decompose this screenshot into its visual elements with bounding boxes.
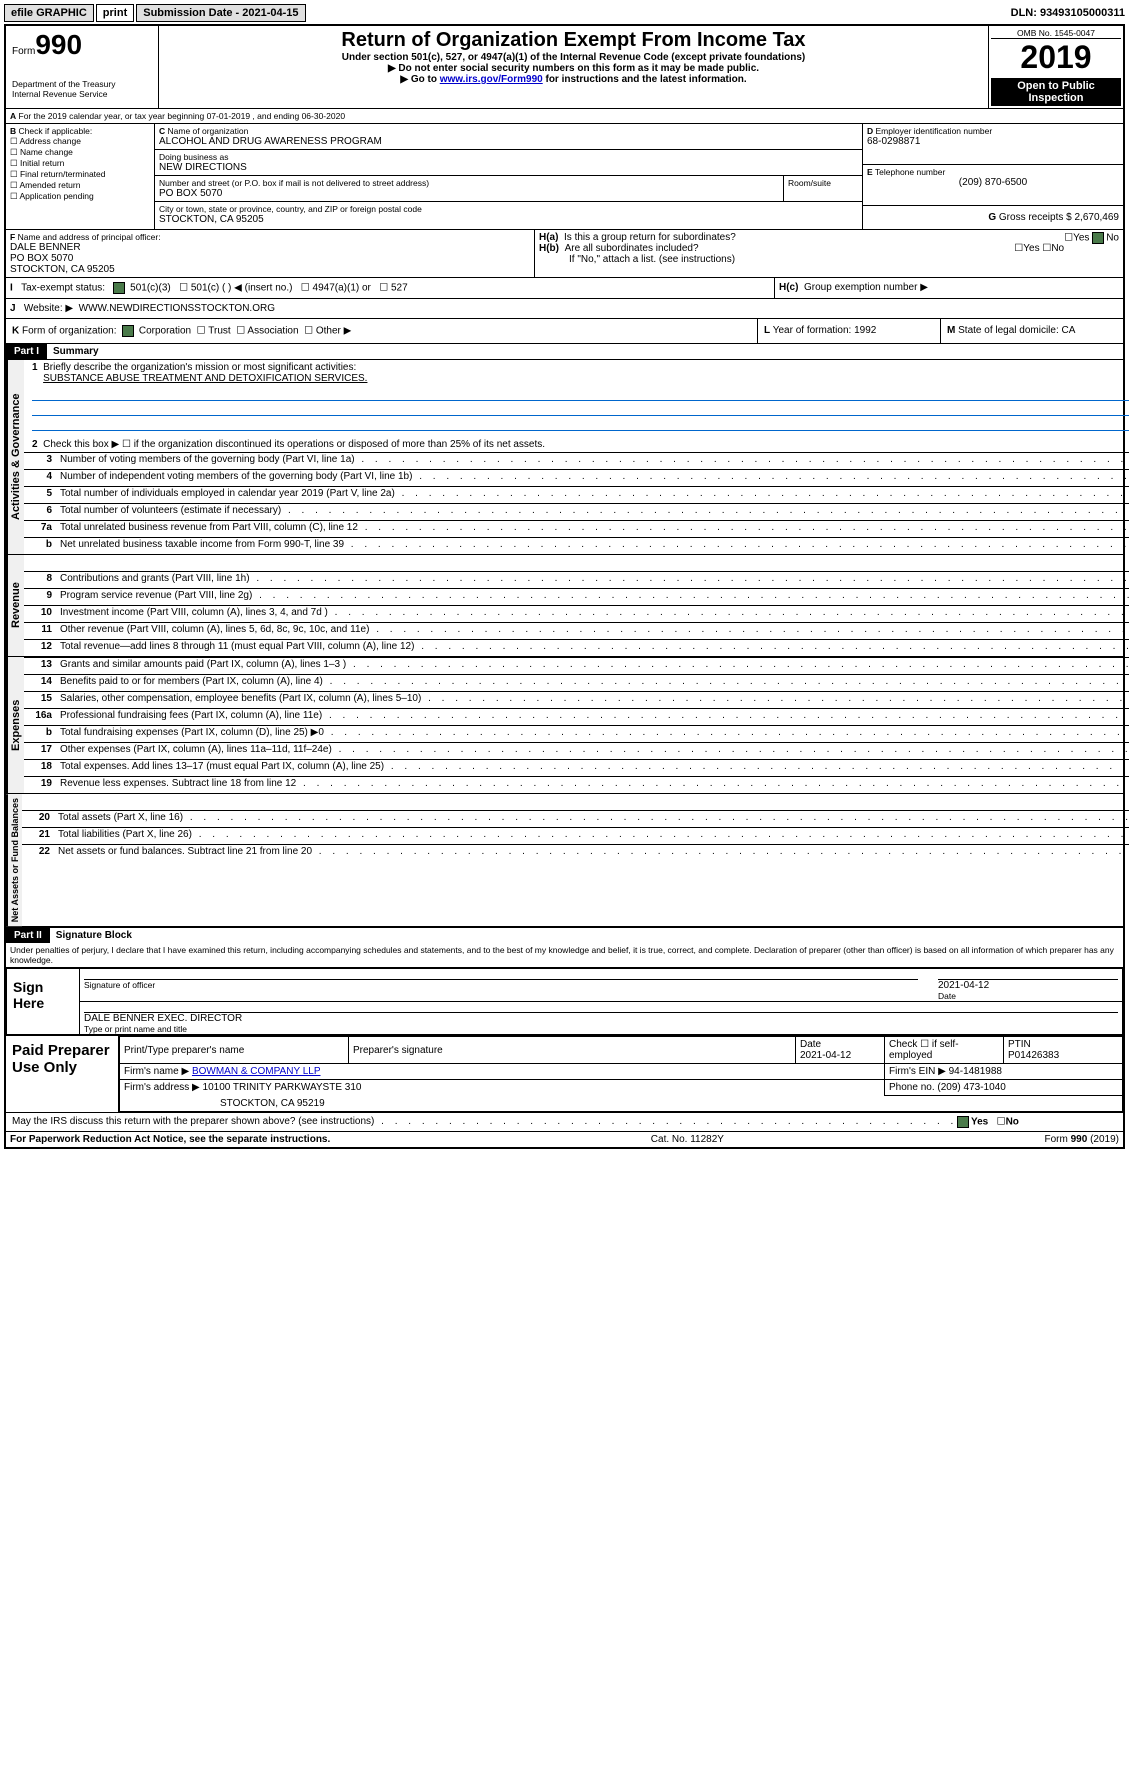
mission: SUBSTANCE ABUSE TREATMENT AND DETOXIFICA… <box>43 373 367 384</box>
street: PO BOX 5070 <box>159 188 779 199</box>
firm-phone: (209) 473-1040 <box>937 1082 1005 1093</box>
declaration: Under penalties of perjury, I declare th… <box>6 943 1123 967</box>
phone: (209) 870-6500 <box>867 177 1119 188</box>
dept-treasury: Department of the TreasuryInternal Reven… <box>12 79 152 99</box>
form-container: Form990 Department of the TreasuryIntern… <box>4 24 1125 1149</box>
tab-revenue: Revenue <box>6 555 24 656</box>
dln: DLN: 93493105000311 <box>1011 7 1125 19</box>
subtitle-2: ▶ Do not enter social security numbers o… <box>165 63 982 74</box>
website: WWW.NEWDIRECTIONSSTOCKTON.ORG <box>79 303 275 314</box>
ein: 68-0298871 <box>867 136 1119 147</box>
subtitle-3: ▶ Go to www.irs.gov/Form990 for instruct… <box>165 74 982 85</box>
firm-ein: 94-1481988 <box>949 1066 1002 1077</box>
submission-date: Submission Date - 2021-04-15 <box>136 4 305 22</box>
tax-year: 2019 <box>991 39 1121 76</box>
tab-expenses: Expenses <box>6 657 24 793</box>
b-opt-3[interactable]: ☐ Final return/terminated <box>10 169 150 180</box>
form-number: 990 <box>35 29 82 60</box>
toolbar: efile GRAPHIC print Submission Date - 20… <box>4 4 1125 22</box>
efile-button[interactable]: efile GRAPHIC <box>4 4 94 22</box>
tab-netassets: Net Assets or Fund Balances <box>6 794 22 926</box>
b-label: Check if applicable: <box>19 126 93 136</box>
sign-here: Sign Here <box>7 969 80 1034</box>
open-public: Open to Public Inspection <box>991 78 1121 106</box>
b-opt-5[interactable]: ☐ Application pending <box>10 191 150 202</box>
b-opt-1[interactable]: ☐ Name change <box>10 147 150 158</box>
print-button[interactable]: print <box>96 4 134 22</box>
gross-receipts: 2,670,469 <box>1075 212 1120 223</box>
tab-activities: Activities & Governance <box>6 360 24 554</box>
form-title: Return of Organization Exempt From Incom… <box>165 29 982 52</box>
subtitle-1: Under section 501(c), 527, or 4947(a)(1)… <box>165 52 982 63</box>
firm-link[interactable]: BOWMAN & COMPANY LLP <box>192 1066 321 1077</box>
org-name: ALCOHOL AND DRUG AWARENESS PROGRAM <box>159 136 858 147</box>
line-a: For the 2019 calendar year, or tax year … <box>19 111 346 121</box>
officer-sig-name: DALE BENNER EXEC. DIRECTOR <box>84 1013 1118 1024</box>
ptin: P01426383 <box>1008 1050 1059 1061</box>
omb: OMB No. 1545-0047 <box>991 28 1121 39</box>
b-opt-2[interactable]: ☐ Initial return <box>10 158 150 169</box>
form-label: Form <box>12 46 35 57</box>
dba: NEW DIRECTIONS <box>159 162 858 173</box>
b-opt-0[interactable]: ☐ Address change <box>10 136 150 147</box>
irs-link[interactable]: www.irs.gov/Form990 <box>440 74 543 85</box>
part1-header: Part I <box>6 344 47 359</box>
paid-preparer: Paid Preparer Use Only <box>6 1036 119 1112</box>
domicile: CA <box>1062 325 1076 336</box>
city: STOCKTON, CA 95205 <box>159 214 858 225</box>
b-opt-4[interactable]: ☐ Amended return <box>10 180 150 191</box>
officer-name: DALE BENNER <box>10 242 530 253</box>
year-formation: 1992 <box>854 325 876 336</box>
cat-no: Cat. No. 11282Y <box>651 1134 724 1145</box>
part2-header: Part II <box>6 928 50 943</box>
paperwork-notice: For Paperwork Reduction Act Notice, see … <box>10 1134 330 1145</box>
